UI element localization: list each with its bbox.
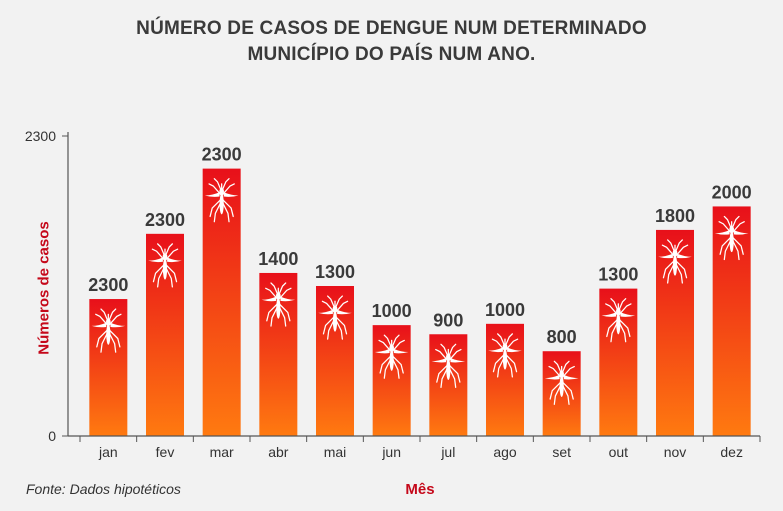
data-label-abr: 1400: [258, 249, 298, 269]
chart-title-line-2: MUNICÍPIO DO PAÍS NUM ANO.: [247, 44, 536, 65]
x-tick-label-ago: ago: [493, 444, 517, 460]
x-tick-label-mai: mai: [324, 444, 347, 460]
source-note: Fonte: Dados hipotéticos: [26, 481, 181, 497]
data-label-fev: 2300: [145, 210, 185, 230]
data-label-mai: 1300: [315, 262, 355, 282]
data-label-jan: 2300: [88, 275, 128, 295]
data-label-dez: 2000: [712, 182, 752, 202]
data-label-mar: 2300: [202, 145, 242, 165]
x-tick-label-abr: abr: [268, 444, 289, 460]
bars-layer: 2300 2300 2300 1400 1300 1000 900 1000 800 1300 18…: [88, 145, 752, 436]
data-label-jul: 900: [433, 310, 463, 330]
data-label-ago: 1000: [485, 300, 525, 320]
x-tick-label-set: set: [552, 444, 571, 460]
x-tick-label-nov: nov: [664, 444, 687, 460]
data-label-nov: 1800: [655, 206, 695, 226]
data-label-set: 800: [547, 327, 577, 347]
y-axis-label: Números de casos: [35, 221, 53, 355]
y-tick-label: 2300: [25, 128, 56, 144]
x-tick-label-jul: jul: [440, 444, 455, 460]
x-tick-label-out: out: [609, 444, 629, 460]
data-label-jun: 1000: [372, 301, 412, 321]
x-axis-label: Mês: [405, 481, 435, 498]
data-label-out: 1300: [598, 265, 638, 285]
y-tick-label: 0: [48, 428, 56, 444]
x-tick-label-mar: mar: [210, 444, 234, 460]
x-tick-label-jan: jan: [98, 444, 118, 460]
x-tick-label-jun: jun: [381, 444, 401, 460]
chart-title-line-1: NÚMERO DE CASOS DE DENGUE NUM DETERMINAD…: [136, 18, 647, 39]
x-tick-label-dez: dez: [720, 444, 743, 460]
axes-layer: jan fev mar abr mai jun jul ago set out nov dez 0 230…: [25, 128, 761, 460]
x-tick-label-fev: fev: [156, 444, 175, 460]
chart-title: NÚMERO DE CASOS DE DENGUE NUM DETERMINAD…: [0, 16, 783, 68]
